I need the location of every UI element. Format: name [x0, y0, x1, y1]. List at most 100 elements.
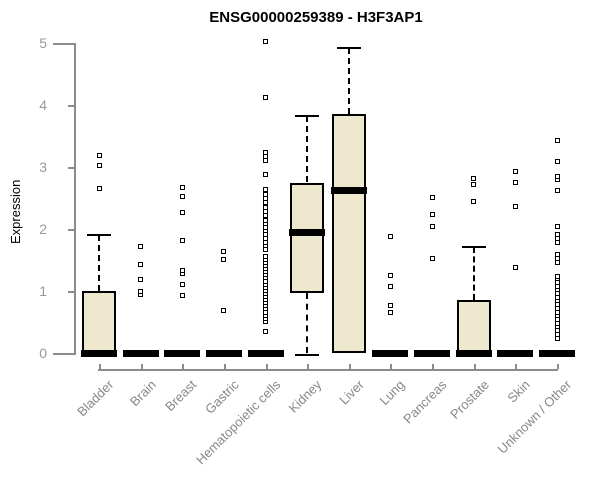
- outlier-point: [138, 262, 143, 267]
- outlier-point: [263, 187, 268, 192]
- x-axis-tick: [141, 364, 143, 369]
- outlier-point: [263, 192, 268, 197]
- y-axis-tick: [53, 43, 74, 45]
- whisker-line: [348, 48, 350, 114]
- outlier-point: [430, 224, 435, 229]
- outlier-point: [138, 244, 143, 249]
- median-line: [414, 350, 450, 357]
- x-tick-label: Kidney: [285, 377, 325, 416]
- outlier-point: [97, 153, 102, 158]
- x-tick-label: Unknown / Other: [495, 377, 575, 457]
- x-axis-tick: [390, 364, 392, 369]
- whisker-line: [473, 247, 475, 300]
- y-tick-label: 1: [39, 283, 47, 299]
- outlier-point: [263, 218, 268, 223]
- outlier-point: [263, 254, 268, 259]
- box: [82, 291, 116, 353]
- whisker-cap: [337, 47, 361, 49]
- outlier-point: [180, 268, 185, 273]
- y-axis-tick: [68, 291, 74, 293]
- outlier-point: [263, 150, 268, 155]
- outlier-point: [138, 277, 143, 282]
- median-line: [289, 229, 325, 236]
- median-line: [539, 350, 575, 357]
- median-line: [497, 350, 533, 357]
- outlier-point: [555, 252, 560, 257]
- y-tick-label: 4: [39, 97, 47, 113]
- x-tick-label: Prostate: [446, 377, 492, 422]
- outlier-point: [555, 232, 560, 237]
- outlier-point: [97, 186, 102, 191]
- x-axis-line: [98, 369, 558, 371]
- median-line: [372, 350, 408, 357]
- outlier-point: [263, 329, 268, 334]
- x-tick-label: Skin: [504, 377, 533, 406]
- y-axis-tick: [68, 167, 74, 169]
- outlier-point: [430, 212, 435, 217]
- whisker-cap: [295, 115, 319, 117]
- x-tick-label: Breast: [162, 377, 200, 415]
- outlier-point: [555, 159, 560, 164]
- outlier-point: [555, 224, 560, 229]
- outlier-point: [180, 293, 185, 298]
- outlier-point: [471, 182, 476, 187]
- outlier-point: [263, 95, 268, 100]
- outlier-point: [180, 210, 185, 215]
- x-axis-tick: [349, 364, 351, 369]
- median-line: [81, 350, 117, 357]
- outlier-point: [555, 188, 560, 193]
- whisker-line: [306, 116, 308, 182]
- outlier-point: [221, 308, 226, 313]
- x-axis-tick: [224, 364, 226, 369]
- median-line: [206, 350, 242, 357]
- x-tick-label: Brain: [126, 377, 159, 410]
- whisker-cap: [462, 246, 486, 248]
- chart-title: ENSG00000259389 - H3F3AP1: [209, 9, 423, 26]
- x-axis-tick: [99, 364, 101, 369]
- y-tick-label: 5: [39, 35, 47, 51]
- x-tick-label: Bladder: [74, 377, 117, 420]
- median-line: [123, 350, 159, 357]
- outlier-point: [138, 289, 143, 294]
- outlier-point: [180, 238, 185, 243]
- x-axis-tick: [182, 364, 184, 369]
- x-tick-label: Lung: [376, 377, 408, 409]
- x-tick-label: Pancreas: [400, 377, 450, 427]
- y-axis-tick: [53, 353, 74, 355]
- outlier-point: [513, 180, 518, 185]
- outlier-point: [180, 194, 185, 199]
- x-axis-tick: [432, 364, 434, 369]
- y-axis-line: [74, 43, 76, 355]
- median-line: [164, 350, 200, 357]
- outlier-point: [555, 174, 560, 179]
- whisker-cap: [295, 354, 319, 356]
- outlier-point: [263, 172, 268, 177]
- outlier-point: [471, 199, 476, 204]
- outlier-point: [513, 265, 518, 270]
- outlier-point: [221, 249, 226, 254]
- outlier-point: [388, 303, 393, 308]
- outlier-point: [388, 310, 393, 315]
- box: [332, 114, 366, 353]
- outlier-point: [513, 169, 518, 174]
- y-axis-tick: [68, 229, 74, 231]
- outlier-point: [263, 205, 268, 210]
- x-tick-label: Liver: [336, 377, 367, 408]
- outlier-point: [221, 257, 226, 262]
- outlier-point: [555, 274, 560, 279]
- outlier-point: [388, 284, 393, 289]
- x-axis-tick: [557, 364, 559, 369]
- y-tick-label: 2: [39, 221, 47, 237]
- whisker-cap: [87, 234, 111, 236]
- outlier-point: [388, 273, 393, 278]
- y-tick-label: 0: [39, 345, 47, 361]
- outlier-point: [388, 234, 393, 239]
- median-line: [331, 187, 367, 194]
- x-axis-tick: [307, 364, 309, 369]
- outlier-point: [430, 195, 435, 200]
- x-axis-tick: [474, 364, 476, 369]
- outlier-point: [180, 282, 185, 287]
- x-axis-tick: [515, 364, 517, 369]
